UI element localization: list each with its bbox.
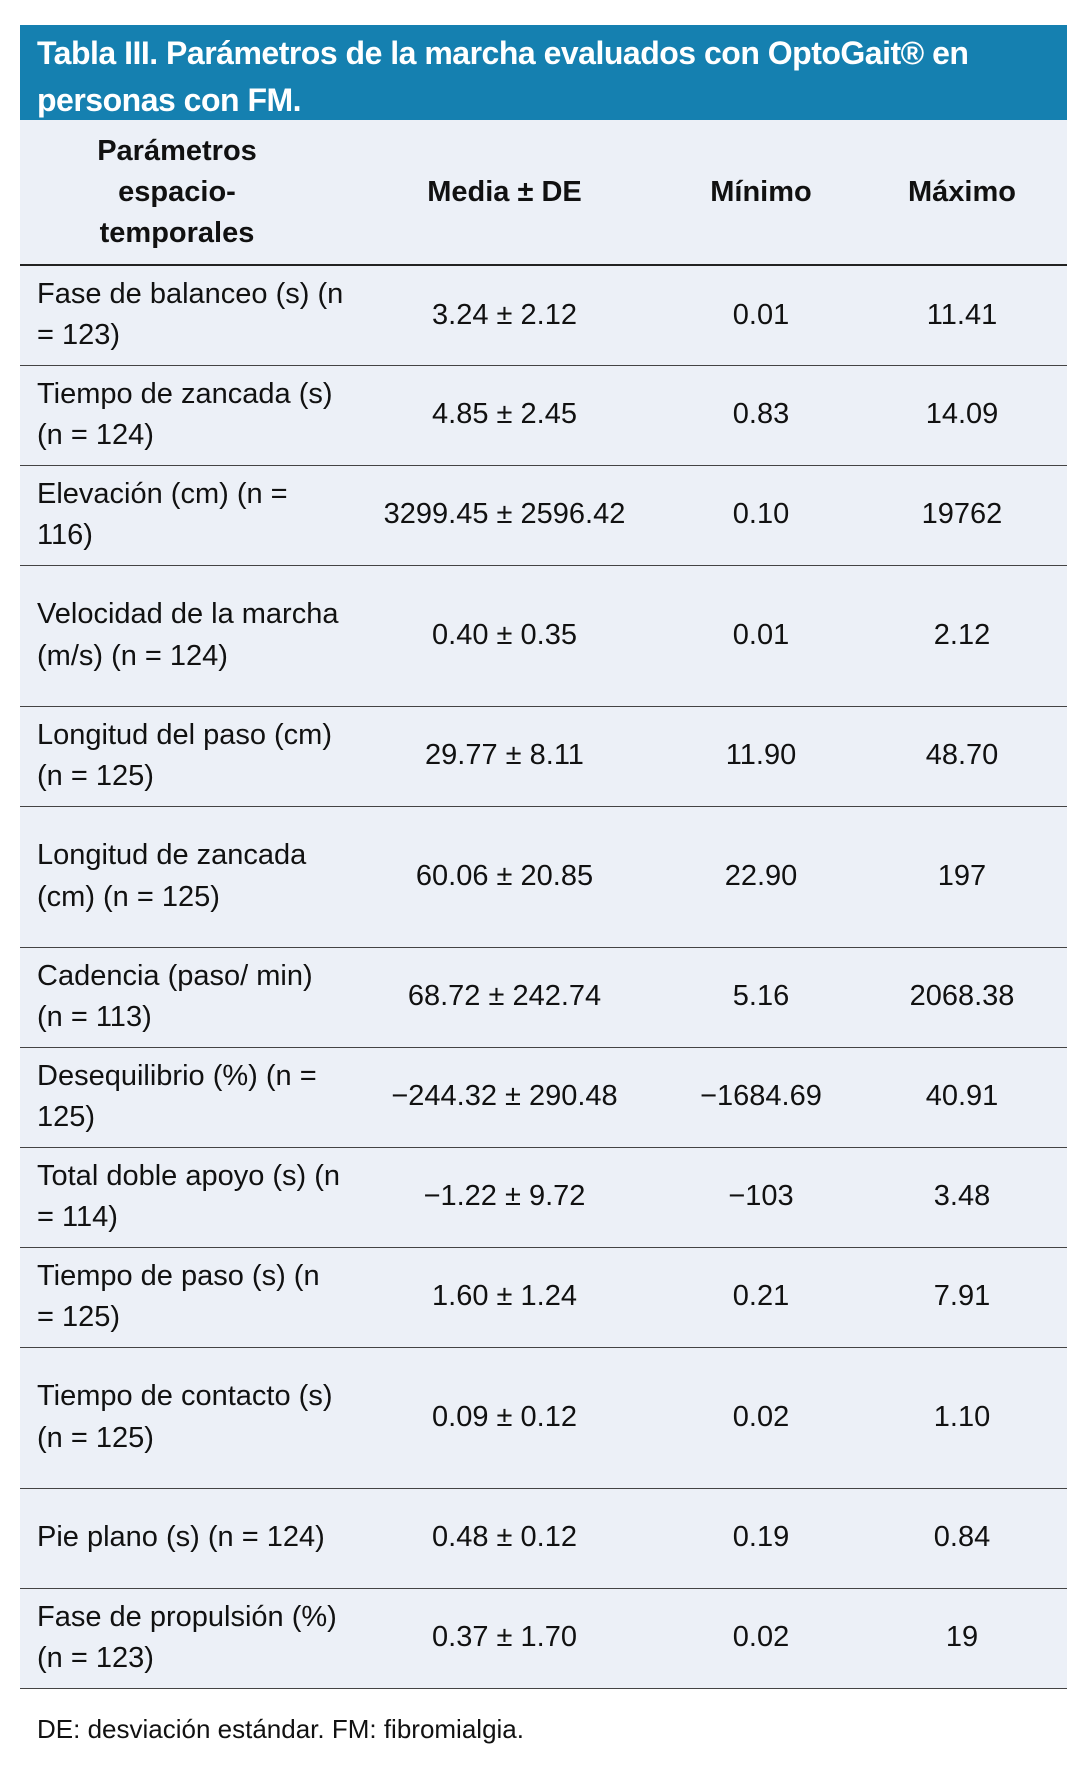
row-parameter: Velocidad de la marcha (m/s) (n = 124): [20, 565, 344, 707]
table-row: Cadencia (paso/ min) (n = 113) 68.72 ± 24…: [20, 947, 1067, 1048]
table-row: Longitud de zancada (cm) (n = 125) 60.06 …: [20, 806, 1067, 948]
table-container: Tabla III. Parámetros de la marcha evalu…: [20, 25, 1067, 1689]
row-mean-sd: 1.60 ± 1.24: [344, 1247, 665, 1348]
header-row: Parámetros espacio-temporales Media ± DE…: [20, 120, 1067, 266]
header-mean-sd: Media ± DE: [344, 120, 665, 266]
row-mean-sd: 0.09 ± 0.12: [344, 1347, 665, 1489]
row-parameter: Tiempo de paso (s) (n = 125): [20, 1247, 344, 1348]
row-mean-sd: 0.40 ± 0.35: [344, 565, 665, 707]
table-row: Velocidad de la marcha (m/s) (n = 124) 0.…: [20, 565, 1067, 707]
row-max: 19: [857, 1588, 1067, 1689]
row-min: −1684.69: [665, 1047, 857, 1148]
row-min: 11.90: [665, 706, 857, 807]
row-parameter: Total doble apoyo (s) (n = 114): [20, 1147, 344, 1248]
row-parameter: Cadencia (paso/ min) (n = 113): [20, 947, 344, 1048]
row-mean-sd: −1.22 ± 9.72: [344, 1147, 665, 1248]
row-mean-sd: 0.48 ± 0.12: [344, 1488, 665, 1589]
row-mean-sd: 29.77 ± 8.11: [344, 706, 665, 807]
row-parameter: Pie plano (s) (n = 124): [20, 1488, 344, 1589]
row-max: 0.84: [857, 1488, 1067, 1589]
row-max: 11.41: [857, 265, 1067, 366]
row-parameter: Fase de propulsión (%) (n = 123): [20, 1588, 344, 1689]
row-parameter: Desequilibrio (%) (n = 125): [20, 1047, 344, 1148]
row-min: 0.02: [665, 1588, 857, 1689]
row-min: 0.83: [665, 365, 857, 466]
table-row: Tiempo de contacto (s) (n = 125) 0.09 ± 0…: [20, 1347, 1067, 1489]
row-max: 7.91: [857, 1247, 1067, 1348]
row-max: 48.70: [857, 706, 1067, 807]
row-min: 0.01: [665, 565, 857, 707]
table-row: Tiempo de paso (s) (n = 125) 1.60 ± 1.24 0…: [20, 1247, 1067, 1348]
row-parameter: Fase de balanceo (s) (n = 123): [20, 265, 344, 366]
row-max: 197: [857, 806, 1067, 948]
row-max: 2.12: [857, 565, 1067, 707]
header-parameters: Parámetros espacio-temporales: [20, 120, 344, 266]
header-max: Máximo: [857, 120, 1067, 266]
table-row: Pie plano (s) (n = 124) 0.48 ± 0.12 0.19 0.…: [20, 1488, 1067, 1589]
row-max: 2068.38: [857, 947, 1067, 1048]
header-min: Mínimo: [665, 120, 857, 266]
row-min: 0.02: [665, 1347, 857, 1489]
row-mean-sd: 68.72 ± 242.74: [344, 947, 665, 1048]
row-min: 0.21: [665, 1247, 857, 1348]
row-max: 3.48: [857, 1147, 1067, 1248]
row-max: 14.09: [857, 365, 1067, 466]
row-min: 5.16: [665, 947, 857, 1048]
table-title: Tabla III. Parámetros de la marcha evalu…: [20, 25, 1067, 120]
row-mean-sd: 60.06 ± 20.85: [344, 806, 665, 948]
row-parameter: Tiempo de contacto (s) (n = 125): [20, 1347, 344, 1489]
row-parameter: Tiempo de zancada (s) (n = 124): [20, 365, 344, 466]
row-mean-sd: 3299.45 ± 2596.42: [344, 465, 665, 566]
row-max: 19762: [857, 465, 1067, 566]
row-mean-sd: 3.24 ± 2.12: [344, 265, 665, 366]
table-row: Desequilibrio (%) (n = 125) −244.32 ± 290…: [20, 1047, 1067, 1148]
table-row: Fase de balanceo (s) (n = 123) 3.24 ± 2.1…: [20, 265, 1067, 366]
row-min: 0.01: [665, 265, 857, 366]
table-row: Fase de propulsión (%) (n = 123) 0.37 ± 1…: [20, 1588, 1067, 1689]
row-max: 40.91: [857, 1047, 1067, 1148]
gait-parameters-table: Parámetros espacio-temporales Media ± DE…: [20, 120, 1067, 1689]
row-min: −103: [665, 1147, 857, 1248]
row-parameter: Longitud del paso (cm) (n = 125): [20, 706, 344, 807]
table-row: Total doble apoyo (s) (n = 114) −1.22 ± 9…: [20, 1147, 1067, 1248]
row-min: 0.19: [665, 1488, 857, 1589]
row-mean-sd: 0.37 ± 1.70: [344, 1588, 665, 1689]
table-row: Elevación (cm) (n = 116) 3299.45 ± 2596.4…: [20, 465, 1067, 566]
row-min: 22.90: [665, 806, 857, 948]
row-parameter: Elevación (cm) (n = 116): [20, 465, 344, 566]
table-row: Tiempo de zancada (s) (n = 124) 4.85 ± 2.…: [20, 365, 1067, 466]
footnote: DE: desviación estándar. FM: fibromialgi…: [37, 1714, 524, 1744]
table-row: Longitud del paso (cm) (n = 125) 29.77 ± …: [20, 706, 1067, 807]
row-parameter: Longitud de zancada (cm) (n = 125): [20, 806, 344, 948]
row-mean-sd: 4.85 ± 2.45: [344, 365, 665, 466]
row-max: 1.10: [857, 1347, 1067, 1489]
row-mean-sd: −244.32 ± 290.48: [344, 1047, 665, 1148]
row-min: 0.10: [665, 465, 857, 566]
